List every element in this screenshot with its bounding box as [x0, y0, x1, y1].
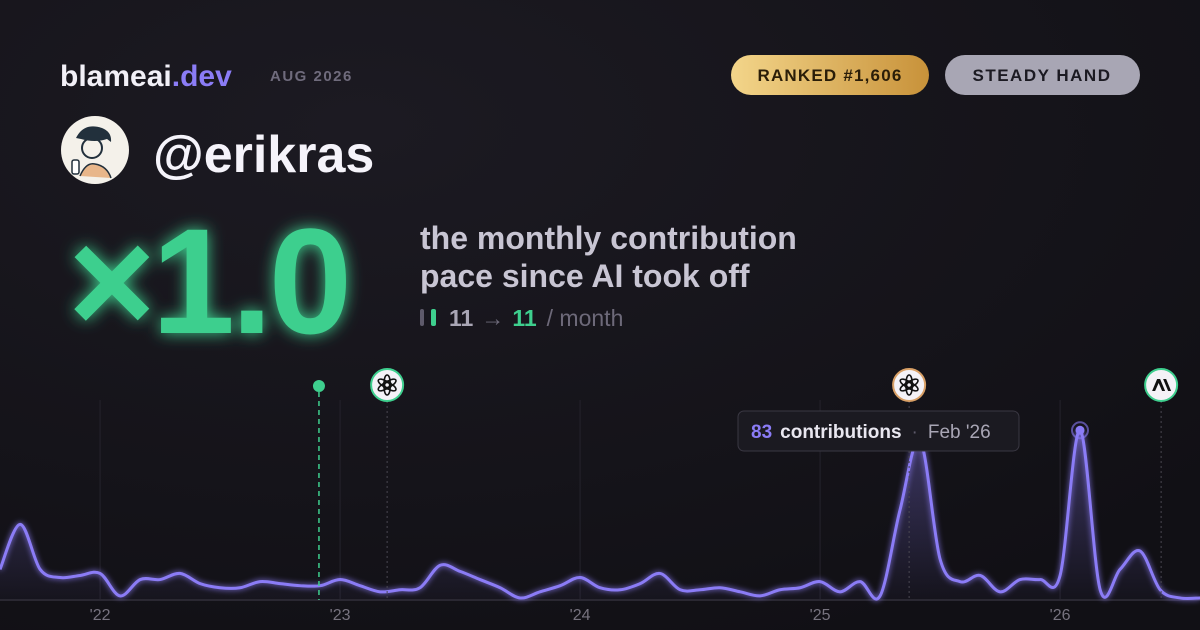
- rank-badge: [731, 55, 929, 95]
- brand-tld: .dev: [172, 60, 232, 93]
- event-dot: [312, 380, 325, 392]
- openai-logo: [377, 378, 392, 389]
- stat-after: 11: [512, 305, 537, 331]
- brand: blameai.dev: [60, 60, 232, 93]
- openai-logo: [899, 381, 914, 392]
- stat-unit: / month: [547, 305, 624, 331]
- event-icon: [1144, 368, 1179, 402]
- x-tick-label: '22: [90, 607, 111, 624]
- line: [0, 428, 1200, 601]
- brand-name: blameai: [60, 60, 172, 93]
- openai-logo: [377, 381, 392, 392]
- event-icon-ring: [370, 368, 405, 402]
- rank-text: RANKED #1,606: [757, 66, 902, 85]
- highlight-dot: [1075, 425, 1085, 435]
- persona-text: STEADY HAND: [973, 66, 1112, 85]
- stat-icon: [420, 309, 424, 326]
- x-tick-label: '25: [810, 607, 831, 624]
- date: AUG 2026: [270, 68, 353, 85]
- stats: 11 → 11 / month: [449, 305, 623, 331]
- tooltip: [737, 410, 1020, 452]
- event-icon: [370, 368, 405, 402]
- stat-icon: [431, 309, 436, 326]
- tooltip-date: Feb '26: [928, 422, 991, 443]
- event-icon: [892, 368, 927, 402]
- area: [0, 430, 1200, 600]
- chart: '22 '23 '24 '25 '26 83 contributions · Feb '26: [0, 368, 1200, 624]
- multiplier: ×1.0: [68, 197, 348, 365]
- tooltip-sep: ·: [912, 422, 918, 443]
- tooltip-value: 83: [751, 422, 772, 443]
- openai-logo: [899, 378, 914, 389]
- stat-arrow: →: [481, 305, 504, 331]
- headline-line: the monthly contribution: [420, 220, 797, 256]
- highlight-ring: [1071, 421, 1089, 440]
- tooltip-unit: contributions: [780, 422, 901, 443]
- headline-line: pace since AI took off: [420, 258, 750, 294]
- x-tick-label: '23: [330, 607, 351, 624]
- event-icon-ring: [892, 368, 927, 402]
- username: @erikras: [153, 126, 374, 184]
- persona-badge: [945, 55, 1140, 95]
- x-tick-label: '26: [1050, 607, 1071, 624]
- x-tick-label: '24: [570, 607, 591, 624]
- tooltip-text: 83 contributions · Feb '26: [751, 422, 991, 443]
- anthropic-logo: [1152, 379, 1172, 391]
- avatar: [61, 116, 129, 184]
- stat-before: 11: [449, 305, 474, 331]
